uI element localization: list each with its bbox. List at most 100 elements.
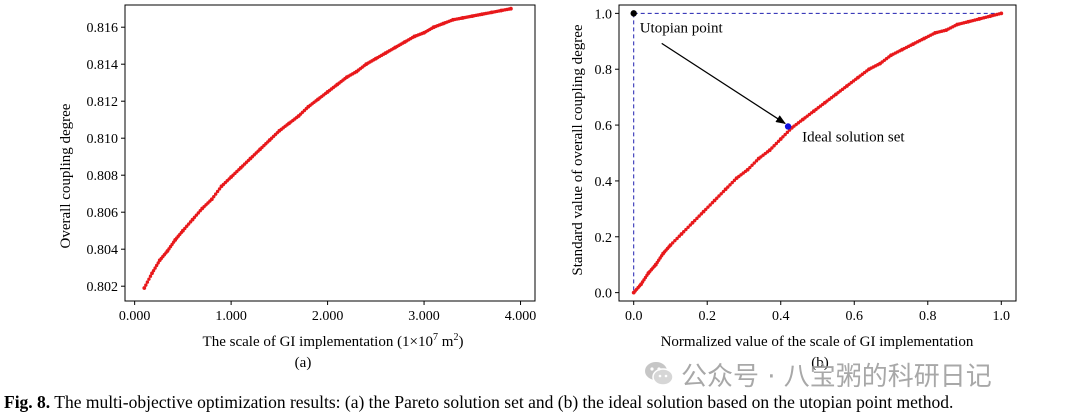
data-point	[183, 226, 187, 231]
x-tick-label: 3.000	[408, 309, 440, 324]
data-point	[781, 135, 785, 139]
data-point	[508, 6, 513, 11]
data-point	[185, 224, 189, 228]
y-tick-label: 0.810	[87, 132, 119, 147]
data-point	[701, 209, 706, 214]
data-point	[730, 180, 734, 185]
data-point	[745, 167, 750, 172]
data-point	[215, 189, 220, 194]
data-point	[150, 271, 154, 276]
x-tick-label: 1.0	[993, 309, 1011, 324]
chart-a-plot-frame	[124, 4, 536, 302]
data-point	[774, 141, 779, 146]
data-point	[673, 238, 677, 243]
data-point	[154, 263, 159, 268]
data-point	[748, 165, 752, 170]
data-point	[681, 230, 686, 234]
data-point	[708, 203, 712, 207]
data-point	[726, 185, 730, 189]
y-tick-label: 0.8	[595, 63, 613, 78]
data-point	[670, 241, 675, 245]
chart-a-xlabel-sup: 7	[433, 332, 438, 343]
chart-b-plot-frame	[618, 4, 1017, 302]
data-point	[721, 189, 726, 194]
x-tick-label: 0.8	[919, 309, 937, 324]
chart-a-xlabel: The scale of GI implementation (1×107 m2…	[203, 332, 464, 350]
chart-a-ylabel: Overall coupling degree	[58, 103, 74, 248]
x-tick-label: 0.4	[772, 309, 790, 324]
data-point	[783, 132, 787, 137]
y-tick-label: 0.0	[595, 287, 613, 302]
watermark-text: 公众号 · 八宝粥的科研日记	[681, 361, 992, 392]
data-point	[715, 196, 719, 200]
chart-a: 0.000 1.000 2.000 3.000 4.000 0.802 0.804 0.806…	[58, 4, 537, 371]
data-point	[772, 144, 776, 148]
data-point	[732, 178, 737, 183]
y-tick-label: 0.812	[87, 95, 119, 110]
y-tick-label: 0.816	[87, 21, 119, 36]
y-tick-label: 0.802	[87, 280, 119, 295]
data-point	[684, 227, 688, 232]
x-tick-label: 2.000	[312, 309, 344, 324]
x-tick-label: 0.6	[846, 309, 864, 324]
data-point	[767, 148, 772, 153]
data-point	[693, 218, 697, 223]
data-point	[668, 243, 673, 248]
y-tick-label: 0.4	[595, 175, 613, 190]
data-point	[999, 11, 1004, 16]
data-point	[723, 187, 728, 192]
y-tick-label: 0.804	[87, 243, 119, 258]
data-point	[686, 225, 690, 229]
data-point	[196, 211, 201, 215]
data-point	[153, 266, 157, 270]
x-tick-label: 0.2	[698, 309, 716, 324]
data-point	[717, 194, 721, 198]
ideal-solution-label: Ideal solution set	[802, 129, 905, 145]
data-point	[213, 192, 218, 196]
data-point	[776, 139, 781, 143]
watermark: 公众号 · 八宝粥的科研日记	[643, 358, 992, 392]
wechat-icon	[645, 362, 674, 386]
x-tick-label: 1.000	[215, 309, 247, 324]
utopian-point	[630, 10, 637, 17]
figure-caption-text: The multi-objective optimization results…	[54, 392, 954, 412]
y-tick-label: 0.806	[87, 206, 119, 221]
data-point	[151, 268, 156, 273]
utopian-arrow	[661, 42, 786, 125]
data-point	[144, 283, 148, 287]
data-point	[209, 197, 214, 202]
x-tick-label: 0.000	[119, 309, 151, 324]
data-point	[750, 163, 754, 167]
y-tick-label: 1.0	[595, 7, 613, 22]
data-point	[710, 201, 715, 205]
ideal-solution-point	[784, 123, 792, 130]
data-point	[695, 216, 699, 221]
data-point	[677, 234, 681, 238]
data-point	[754, 159, 759, 163]
x-tick-label: 0.0	[625, 309, 643, 324]
y-tick-label: 0.6	[595, 119, 613, 134]
data-point	[194, 213, 199, 217]
data-point	[186, 222, 191, 226]
data-point	[675, 236, 679, 241]
data-point	[706, 205, 710, 209]
data-point	[712, 198, 717, 203]
figure-charts: 0.000 1.000 2.000 3.000 4.000 0.802 0.804 0.806…	[58, 4, 1017, 371]
data-point	[752, 161, 756, 165]
data-point	[212, 194, 216, 199]
x-tick-label: 4.000	[505, 309, 537, 324]
data-point	[192, 215, 197, 220]
data-point	[770, 146, 774, 150]
data-point	[728, 183, 732, 187]
y-tick-label: 0.2	[595, 231, 613, 246]
data-point	[719, 192, 723, 196]
chart-a-panel-label: (a)	[295, 355, 312, 371]
data-point	[147, 277, 151, 281]
y-tick-label: 0.808	[87, 169, 119, 184]
data-point	[785, 130, 790, 135]
y-tick-label: 0.814	[87, 58, 119, 73]
data-point	[145, 280, 150, 284]
data-point	[704, 207, 708, 212]
chart-b-panel-label: (b)	[811, 355, 829, 371]
data-point	[690, 220, 695, 225]
